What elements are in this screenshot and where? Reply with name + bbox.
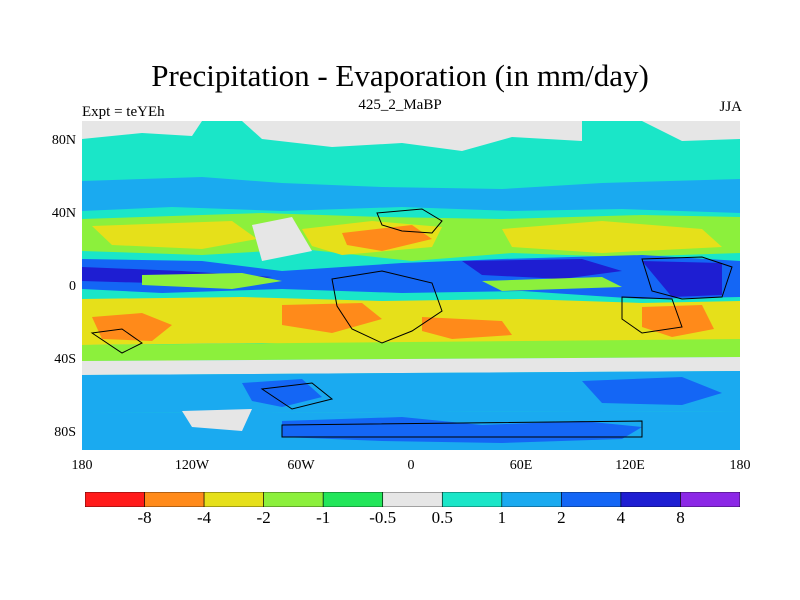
season-label: JJA [719,99,742,115]
arctic-neutral-patches [242,121,582,151]
lat-tick-0: 0 [69,279,76,294]
colorbar-box [561,492,622,507]
coastlines [90,208,733,438]
colorbar-box [85,492,145,507]
lon-tick-180e: 180 [729,458,751,473]
experiment-label: Expt = teYEh [82,104,165,120]
lon-tick-120e: 120E [615,458,645,473]
lat-tick-40s: 40S [54,352,76,367]
lat-tick-80n: 80N [51,133,76,148]
south-orange-2 [282,303,382,333]
south-neutral [82,357,740,375]
colorbar-box [382,492,443,507]
map-title: Precipitation - Evaporation (in mm/day) [151,58,649,93]
south-orange-1 [92,313,172,341]
lon-tick-60e: 60E [509,458,533,473]
colorbar-label: -4 [196,508,212,527]
colorbar-label: -1 [316,508,331,527]
colorbar-box [322,492,384,507]
lon-tick-0: 0 [407,458,415,473]
colorbar-label: 2 [557,508,566,527]
colorbar-label: 8 [676,508,685,527]
equator-dry-tongue-2 [482,277,622,291]
pe-map [82,121,740,450]
south-wet-core-1 [242,379,322,407]
case-label: 425_2_MaBP [358,97,442,113]
south-wet-core-2 [582,377,722,405]
itcz-core-2 [462,259,622,279]
colorbar-box [263,492,324,507]
colorbar-box [501,492,562,507]
colorbar-box [620,492,681,507]
colorbar-box [680,492,740,507]
lon-tick-60w: 60W [287,458,315,473]
south-orange-4 [642,305,714,337]
colorbar-box [144,492,205,507]
colorbar-label: 0.5 [431,508,453,527]
colorbar-label: -2 [256,508,271,527]
colorbar-label: 4 [616,508,626,527]
lon-tick-180w: 180 [71,458,93,473]
equator-dry-tongue [142,273,282,289]
south-wet-band [82,371,740,413]
colorbar-box [441,492,503,507]
colorbar-label: 1 [497,508,507,527]
north-dry-core-3 [502,221,722,253]
north-dry-core-1 [92,221,257,249]
arctic-neutral-patches-2 [82,121,202,139]
south-green-belt [82,339,740,361]
lon-tick-120w: 120W [174,458,210,473]
neutral-stripe-north [252,217,312,261]
colorbar-label: -0.5 [369,508,397,527]
colorbar [85,492,740,507]
south-orange-3 [422,317,512,339]
itcz-core-3 [642,261,722,297]
antarctic-neutral [182,409,252,431]
south-dry-band [82,297,740,347]
lat-tick-80s: 80S [54,425,76,440]
lat-tick-40n: 40N [51,206,76,221]
north-wet-band [82,177,740,213]
colorbar-label: -8 [137,508,152,527]
colorbar-box [203,492,264,507]
arctic-neutral-patches-3 [642,121,740,141]
